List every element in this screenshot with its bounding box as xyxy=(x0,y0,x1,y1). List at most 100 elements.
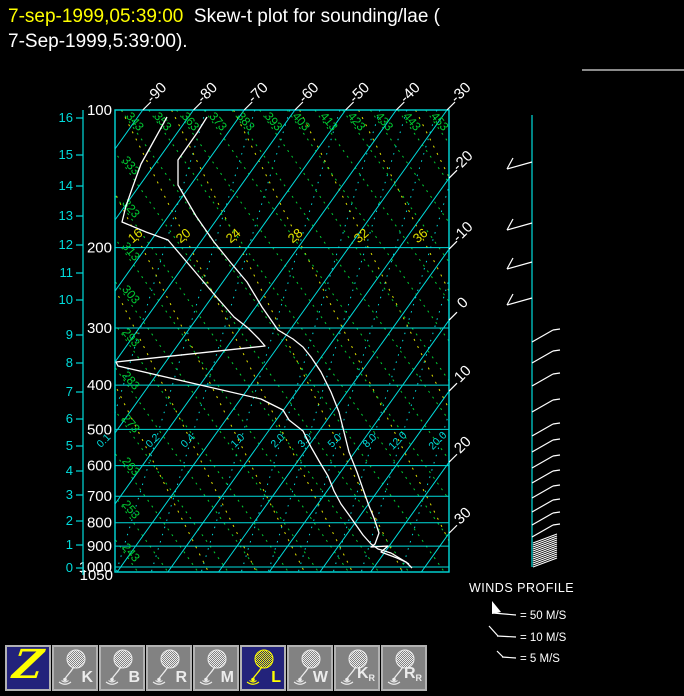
svg-text:293: 293 xyxy=(119,325,143,350)
toolbar-button-k-r[interactable]: KR xyxy=(334,645,380,691)
svg-text:423: 423 xyxy=(345,109,369,134)
svg-text:-10: -10 xyxy=(449,218,476,245)
svg-text:7: 7 xyxy=(66,384,73,399)
svg-text:24: 24 xyxy=(223,225,244,246)
isotherms xyxy=(115,110,449,572)
svg-text:300: 300 xyxy=(87,320,112,337)
toolbar-button-m[interactable]: M xyxy=(193,645,239,691)
svg-text:4: 4 xyxy=(66,463,73,478)
svg-text:8: 8 xyxy=(66,355,73,370)
svg-text:2.0: 2.0 xyxy=(268,431,287,450)
svg-text:1: 1 xyxy=(66,537,73,552)
winds-profile-title: WINDS PROFILE xyxy=(469,581,574,595)
toolbar-button-letter: B xyxy=(128,669,140,686)
svg-text:11: 11 xyxy=(60,265,74,280)
svg-text:-30: -30 xyxy=(447,79,474,106)
svg-text:-20: -20 xyxy=(449,147,476,174)
svg-text:353: 353 xyxy=(151,109,175,134)
svg-text:5: 5 xyxy=(66,438,73,453)
svg-text:1000: 1000 xyxy=(79,559,112,576)
toolbar-button-letter: W xyxy=(312,669,328,686)
svg-text:900: 900 xyxy=(87,538,112,555)
svg-text:1050: 1050 xyxy=(80,567,113,584)
svg-text:-40: -40 xyxy=(396,79,423,106)
title-timestamp: 7-sep-1999,05:39:00 xyxy=(8,6,184,27)
temperature-trace xyxy=(177,116,413,569)
svg-text:9: 9 xyxy=(66,327,73,342)
svg-text:28: 28 xyxy=(285,225,306,246)
svg-text:-70: -70 xyxy=(244,79,271,106)
svg-text:263: 263 xyxy=(119,454,143,479)
toolbar-button-letter-subscript: R xyxy=(415,673,423,683)
svg-text:20: 20 xyxy=(451,433,475,457)
toolbar-button-z-logo[interactable]: Z xyxy=(5,641,51,691)
svg-text:700: 700 xyxy=(87,488,112,505)
svg-text:800: 800 xyxy=(87,515,112,532)
toolbar-button-r[interactable]: R xyxy=(146,645,192,691)
svg-text:-50: -50 xyxy=(346,79,373,106)
dewpoint-trace xyxy=(115,116,410,565)
svg-text:303: 303 xyxy=(119,282,143,307)
svg-text:14: 14 xyxy=(59,178,73,193)
svg-text:-80: -80 xyxy=(194,79,221,106)
winds-legend: WINDS PROFILE = 50 M/S = 10 M/S = 5 M/S xyxy=(469,581,574,665)
mixing-ratio-labels: 0.1 0.2 0.4 1.0 2.0 3.0 5.0 8.0 12.0 20.0 xyxy=(94,429,449,452)
svg-text:20: 20 xyxy=(173,225,194,246)
svg-text:333: 333 xyxy=(119,153,143,178)
app-logo-z-icon: Z xyxy=(10,641,46,688)
svg-text:5.0: 5.0 xyxy=(325,431,344,450)
toolbar-button-letter: L xyxy=(271,669,281,686)
svg-text:413: 413 xyxy=(317,109,341,134)
title-text: Skew-t plot for sounding/lae ( xyxy=(183,6,441,27)
svg-text:-60: -60 xyxy=(295,79,322,106)
toolbar-button-letter: R xyxy=(175,669,187,686)
toolbar-button-letter: K xyxy=(81,669,93,686)
svg-text:2: 2 xyxy=(66,513,73,528)
svg-text:16: 16 xyxy=(59,110,73,125)
svg-text:10: 10 xyxy=(59,292,73,307)
svg-text:32: 32 xyxy=(351,225,372,246)
winds-legend-label: = 10 M/S xyxy=(520,632,567,644)
toolbar-button-r-r[interactable]: RR xyxy=(381,645,427,691)
toolbar-button-l[interactable]: L xyxy=(240,645,286,691)
radiosonde-balloon-icon xyxy=(105,649,133,685)
svg-text:273: 273 xyxy=(119,411,143,436)
toolbar-button-letter: RR xyxy=(403,665,423,684)
svg-text:1.0: 1.0 xyxy=(228,431,247,450)
toolbar-button-letter-subscript: R xyxy=(368,673,376,683)
svg-text:3: 3 xyxy=(66,487,73,502)
wind-profile xyxy=(506,115,561,568)
top-temperature-axis: -90 -80 -70 -60 -50 -40 -30 xyxy=(142,79,474,111)
right-temperature-axis: -20 -10 0 10 20 30 xyxy=(448,147,476,534)
svg-text:283: 283 xyxy=(119,368,143,393)
isobars xyxy=(114,109,450,573)
svg-text:253: 253 xyxy=(119,497,143,522)
radiosonde-balloon-icon xyxy=(199,649,227,685)
svg-text:8.0: 8.0 xyxy=(360,431,379,450)
svg-text:10: 10 xyxy=(451,362,475,386)
toolbar-button-k[interactable]: K xyxy=(52,645,98,691)
svg-text:0: 0 xyxy=(454,294,472,312)
radiosonde-balloon-icon xyxy=(387,649,415,685)
svg-text:12.0: 12.0 xyxy=(386,429,409,452)
svg-text:453: 453 xyxy=(428,109,452,134)
svg-text:200: 200 xyxy=(87,240,112,257)
radiosonde-balloon-icon xyxy=(293,649,321,685)
toolbar-button-w[interactable]: W xyxy=(287,645,333,691)
svg-text:373: 373 xyxy=(206,109,230,134)
winds-legend-label: = 5 M/S xyxy=(520,653,560,665)
svg-text:400: 400 xyxy=(87,377,112,394)
svg-text:600: 600 xyxy=(87,458,112,475)
svg-text:6: 6 xyxy=(66,411,73,426)
radiosonde-balloon-icon xyxy=(246,649,274,685)
winds-legend-label: = 50 M/S xyxy=(520,610,567,622)
toolbar-button-b[interactable]: B xyxy=(99,645,145,691)
radiosonde-balloon-icon xyxy=(58,649,86,685)
svg-text:30: 30 xyxy=(451,504,475,528)
svg-text:343: 343 xyxy=(123,109,147,134)
svg-text:0: 0 xyxy=(66,560,73,575)
svg-text:243: 243 xyxy=(119,540,143,565)
